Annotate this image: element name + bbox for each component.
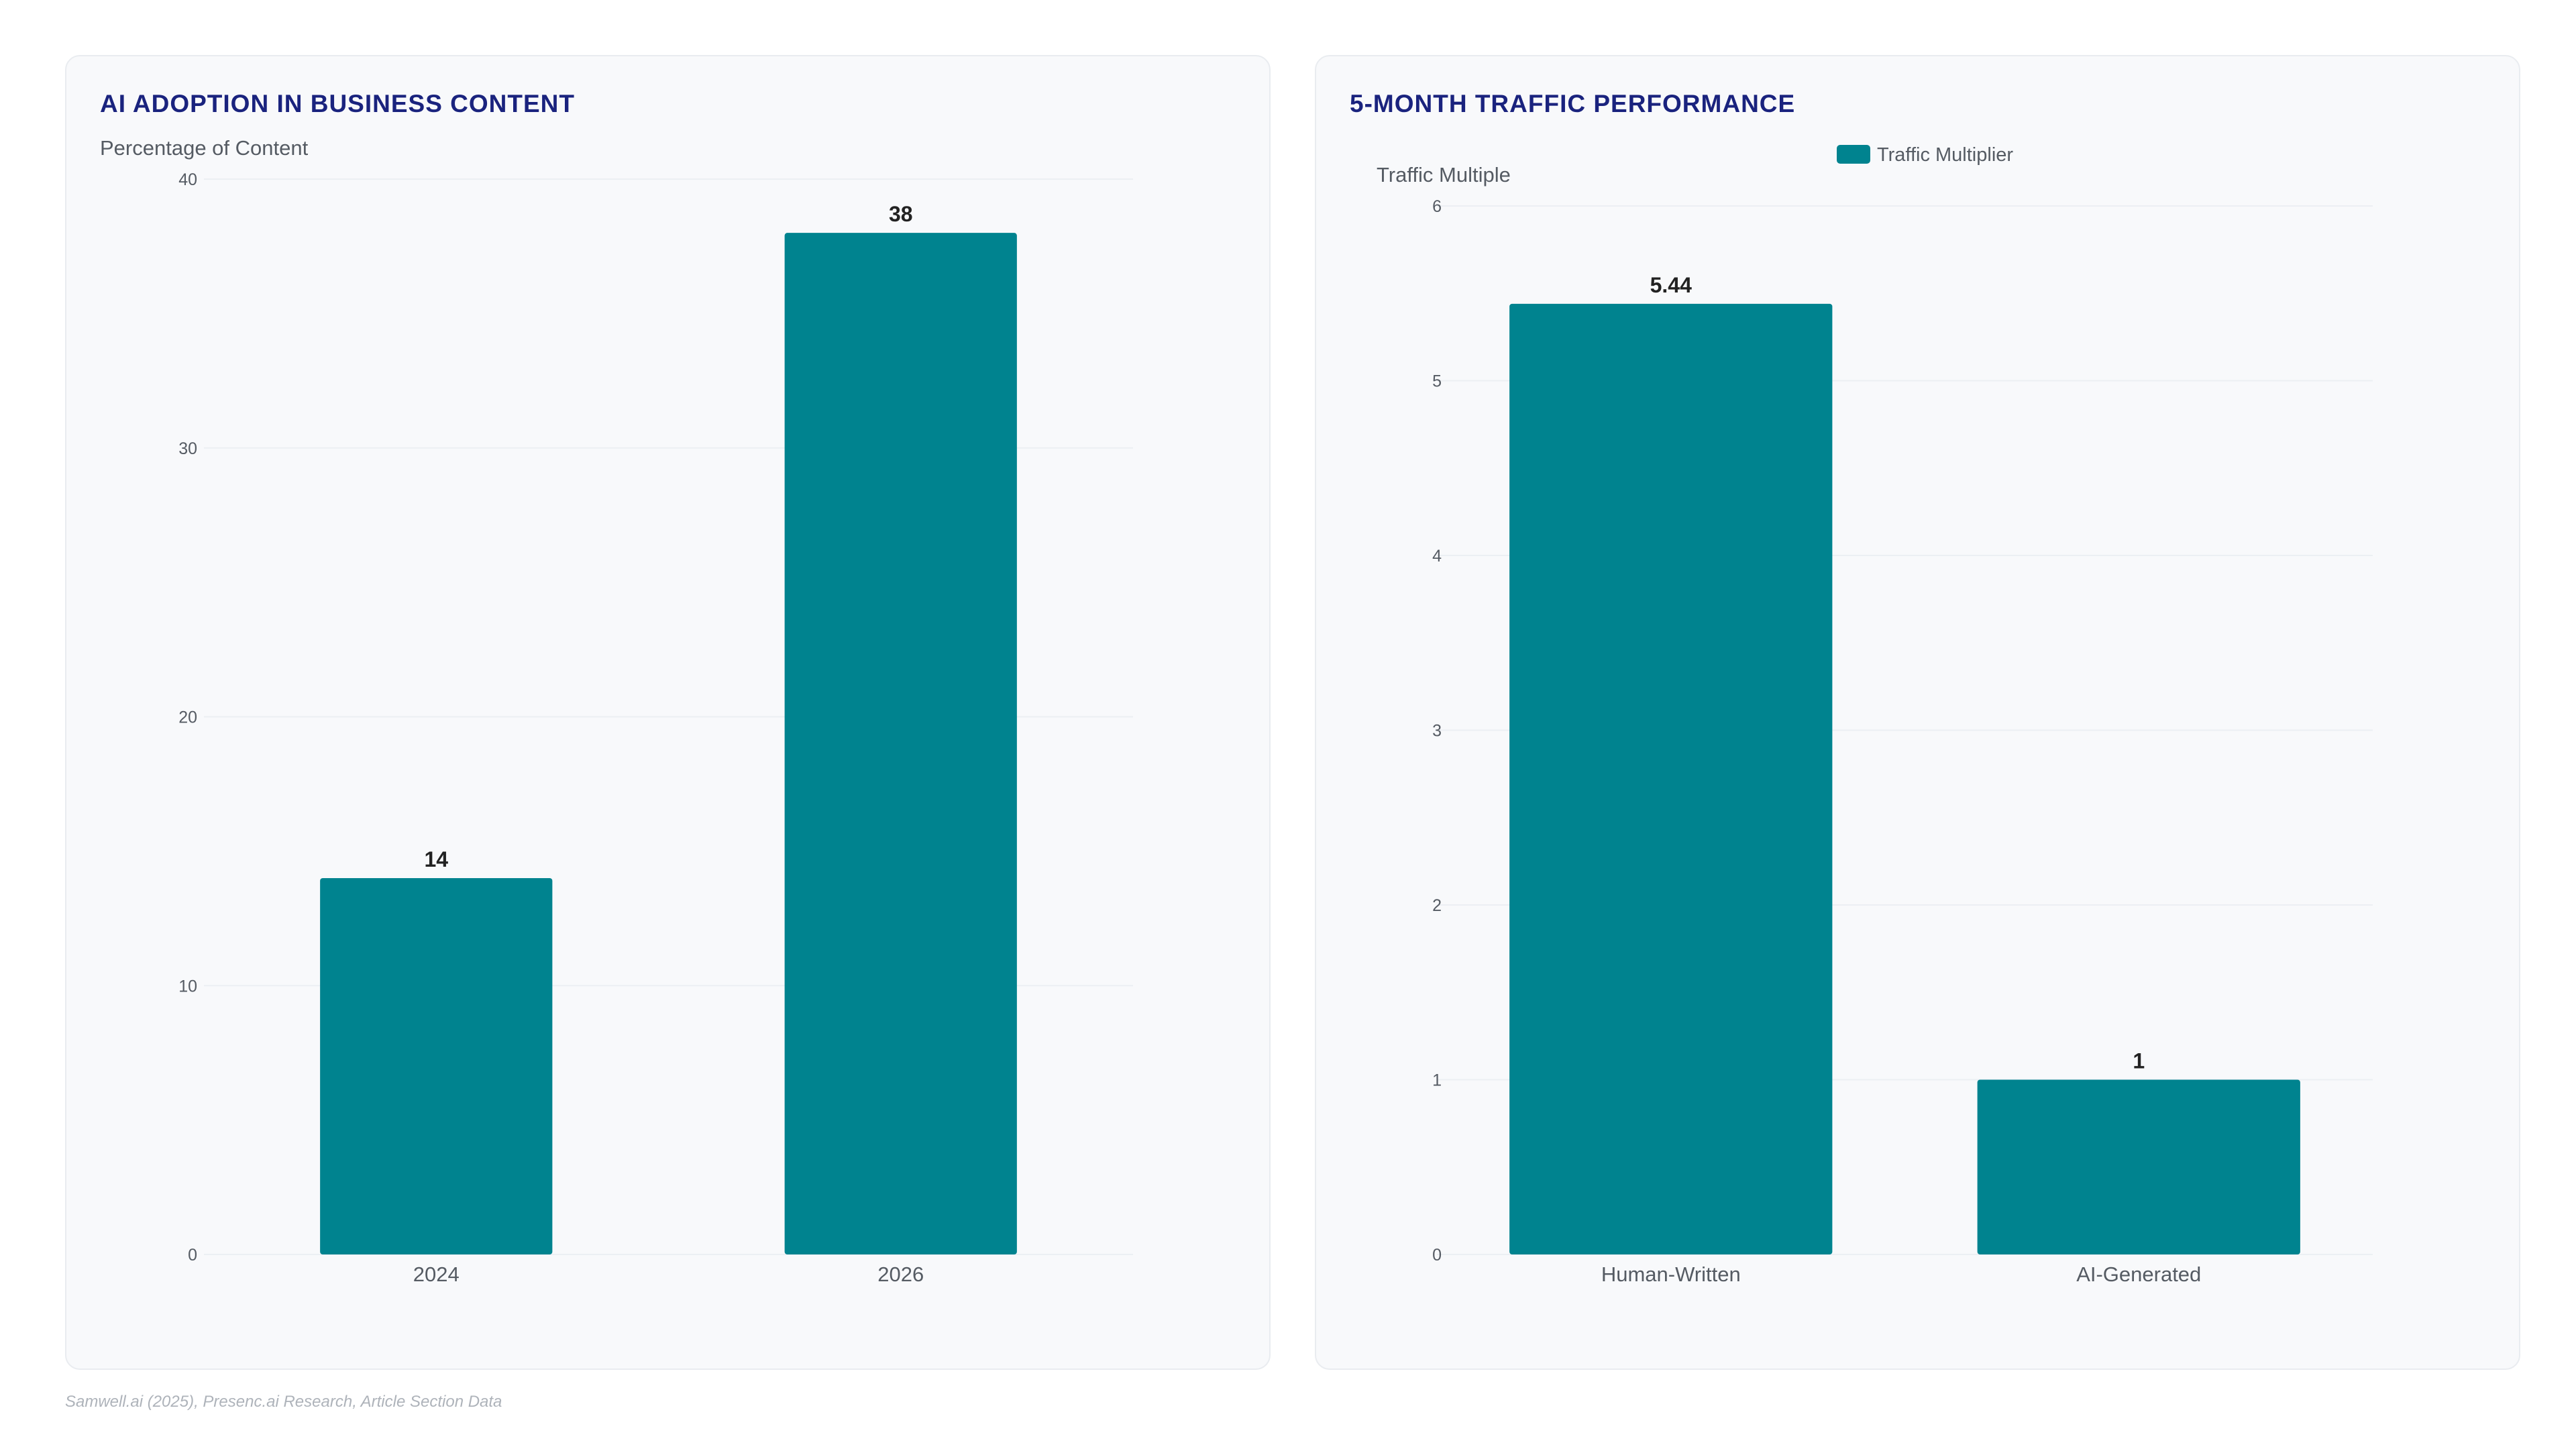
- bar: [1509, 303, 1833, 1254]
- y-axis-label: Traffic Multiple: [1377, 163, 1511, 186]
- data-label: 38: [889, 202, 913, 226]
- y-tick-label: 2: [1432, 896, 1442, 915]
- chart-title: AI ADOPTION IN BUSINESS CONTENT: [100, 90, 576, 117]
- x-tick-label: 2026: [877, 1263, 924, 1286]
- source-note: Samwell.ai (2025), Presenc.ai Research, …: [65, 1393, 502, 1411]
- chart-panel-ai-adoption: AI ADOPTION IN BUSINESS CONTENT Percenta…: [65, 55, 1271, 1370]
- y-tick-label: 0: [1432, 1246, 1442, 1265]
- y-tick-label: 30: [178, 439, 197, 458]
- bar: [784, 233, 1017, 1254]
- y-tick-label: 6: [1432, 197, 1442, 216]
- y-tick-label: 20: [178, 708, 197, 727]
- y-tick-label: 5: [1432, 372, 1442, 391]
- data-label: 5.44: [1650, 273, 1692, 297]
- bar: [320, 877, 553, 1254]
- data-label: 1: [2133, 1049, 2145, 1073]
- data-label: 14: [424, 847, 448, 871]
- x-tick-label: Human-Written: [1601, 1263, 1741, 1286]
- bar-chart-ai-adoption: Percentage of Content 0 10 20 30 40 14 2024 38 20…: [100, 136, 1133, 1286]
- x-tick-label: 2024: [413, 1263, 460, 1286]
- y-tick-label: 1: [1432, 1071, 1442, 1090]
- chart-panel-traffic-performance: 5-MONTH TRAFFIC PERFORMANCE Traffic Mult…: [1315, 55, 2520, 1370]
- bar: [1977, 1079, 2300, 1254]
- legend-label: Traffic Multiplier: [1877, 144, 2013, 166]
- legend-swatch: [1837, 145, 1870, 164]
- y-tick-label: 3: [1432, 722, 1442, 741]
- y-tick-label: 10: [178, 977, 197, 996]
- y-tick-label: 4: [1432, 547, 1442, 566]
- x-tick-label: AI-Generated: [2076, 1263, 2201, 1286]
- y-axis-label: Percentage of Content: [100, 136, 309, 160]
- bar-chart-traffic-performance: Traffic Multiple Traffic Multiplier 0 1 2 3 4 5…: [1377, 144, 2373, 1286]
- chart-title: 5-MONTH TRAFFIC PERFORMANCE: [1350, 90, 1796, 117]
- y-tick-label: 40: [178, 170, 197, 189]
- y-tick-label: 0: [188, 1246, 197, 1265]
